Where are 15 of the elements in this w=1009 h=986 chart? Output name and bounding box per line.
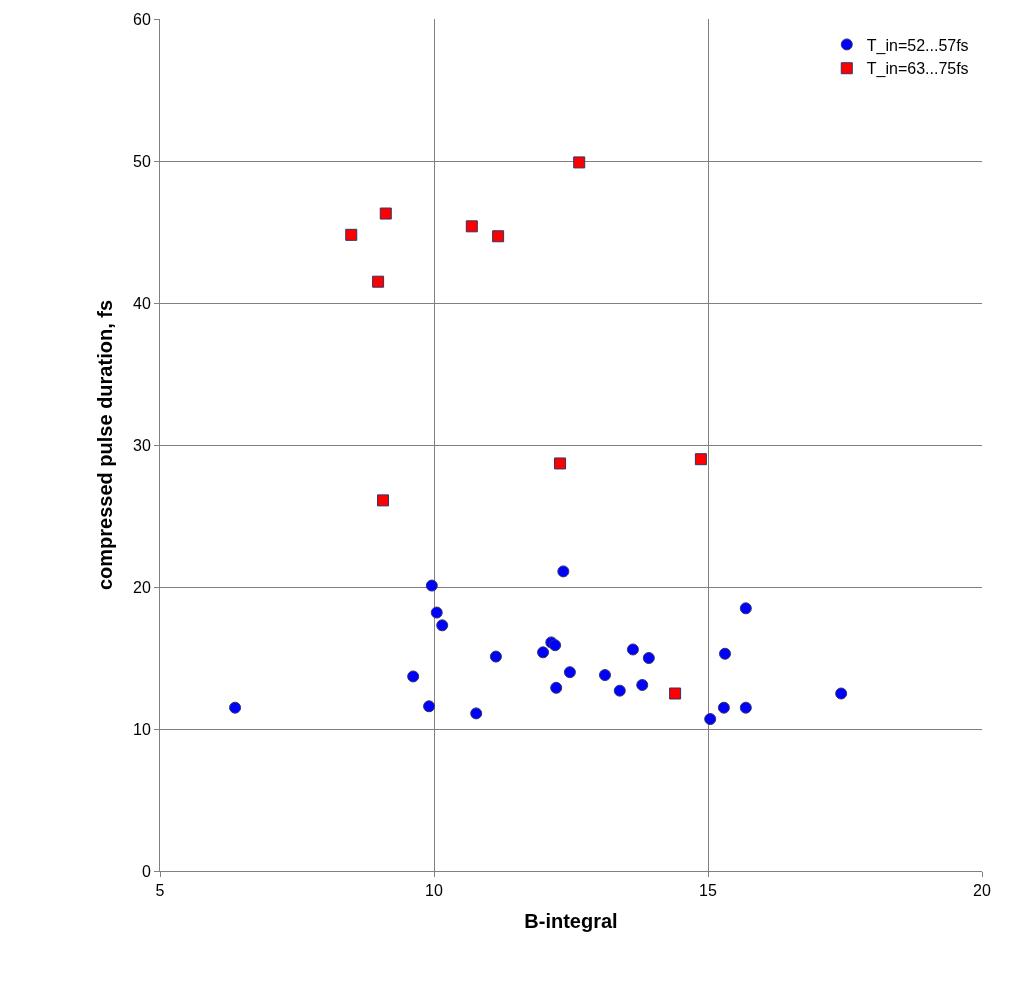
x-tick-label: 5 bbox=[155, 882, 165, 900]
x-tick-label: 15 bbox=[699, 882, 717, 900]
y-tick-label: 0 bbox=[141, 862, 151, 880]
x-axis-title: B-integral bbox=[524, 909, 618, 932]
y-axis-title: compressed pulse duration, fs bbox=[93, 299, 116, 591]
y-tick-label: 60 bbox=[133, 10, 151, 28]
x-tick-label: 10 bbox=[425, 882, 443, 900]
y-tick-label: 20 bbox=[133, 578, 151, 596]
legend-label: T_in=52...57fs bbox=[866, 36, 969, 55]
legend-label: T_in=63...75fs bbox=[866, 60, 969, 79]
y-tick-label: 40 bbox=[133, 294, 151, 312]
x-tick-label: 20 bbox=[973, 882, 991, 900]
y-tick-label: 30 bbox=[133, 436, 151, 454]
y-tick-label: 10 bbox=[133, 720, 151, 738]
y-tick-label: 50 bbox=[133, 152, 151, 170]
